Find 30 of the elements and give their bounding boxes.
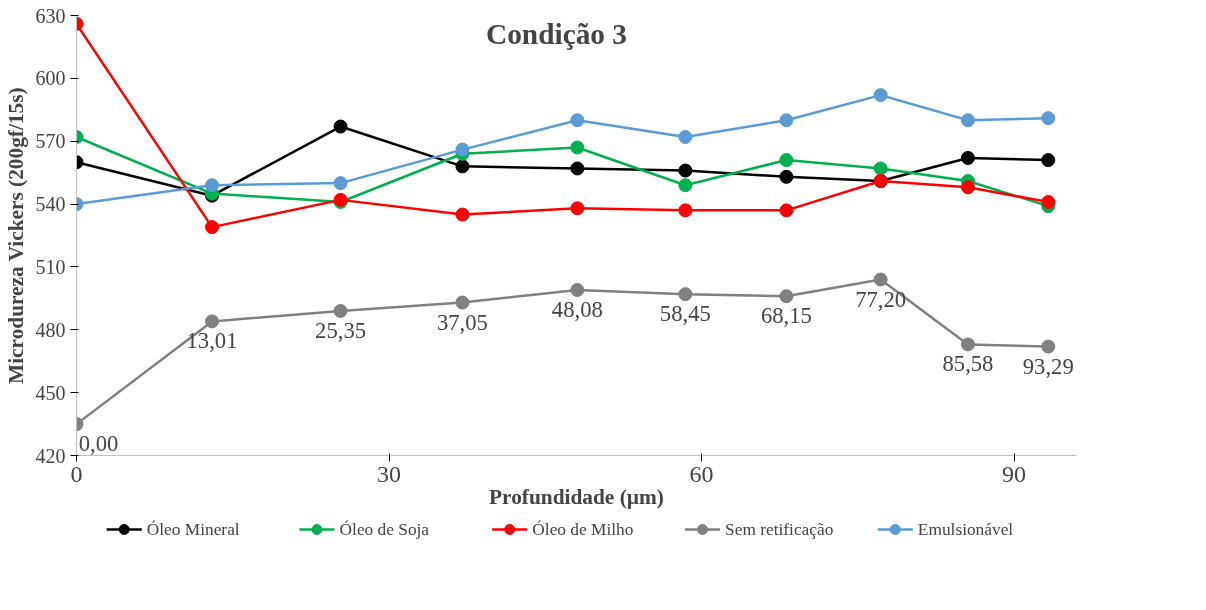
y-tick-label: 540 bbox=[35, 193, 66, 216]
annotation: 93,29 bbox=[1022, 353, 1074, 379]
y-tick-label: 480 bbox=[35, 318, 66, 341]
y-tick-label: 630 bbox=[35, 4, 66, 27]
x-tick-label: 90 bbox=[1002, 460, 1026, 487]
x-tick-label: 30 bbox=[377, 460, 401, 487]
annotation: 0,00 bbox=[78, 431, 119, 457]
x-tick-label: 0 bbox=[70, 460, 83, 487]
annotation: 68,15 bbox=[760, 303, 812, 329]
y-axis-title: Microdureza Vickers (200gf/15s) bbox=[3, 87, 28, 384]
legend-label: Óleo Mineral bbox=[146, 520, 240, 539]
annotation: 37,05 bbox=[436, 309, 488, 335]
y-tick-label: 450 bbox=[35, 381, 66, 404]
x-axis-title: Profundidade (µm) bbox=[489, 484, 664, 509]
chart-title: Condição 3 bbox=[486, 17, 627, 50]
annotation: 85,58 bbox=[942, 351, 994, 377]
legend-label: Óleo de Milho bbox=[532, 520, 634, 539]
y-tick-label: 510 bbox=[35, 255, 66, 278]
annotation: 77,20 bbox=[855, 286, 907, 312]
annotation: 48,08 bbox=[551, 296, 603, 322]
annotation: 25,35 bbox=[315, 317, 367, 343]
y-tick-label: 600 bbox=[35, 67, 66, 90]
x-tick-label: 60 bbox=[689, 460, 714, 487]
legend-label: Sem retificação bbox=[725, 520, 834, 539]
legend-label: Óleo de Soja bbox=[339, 520, 430, 539]
y-tick-label: 570 bbox=[35, 130, 66, 153]
legend-label: Emulsionável bbox=[917, 520, 1014, 539]
annotation: 13,01 bbox=[186, 328, 238, 354]
y-tick-label: 420 bbox=[35, 444, 66, 467]
annotation: 58,45 bbox=[659, 301, 711, 327]
